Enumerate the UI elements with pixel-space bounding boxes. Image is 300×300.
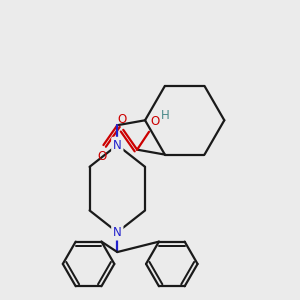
Text: N: N xyxy=(113,226,122,239)
Text: H: H xyxy=(161,109,170,122)
Text: N: N xyxy=(113,139,122,152)
Text: O: O xyxy=(150,115,159,128)
Text: O: O xyxy=(118,113,127,126)
Text: O: O xyxy=(98,150,107,163)
